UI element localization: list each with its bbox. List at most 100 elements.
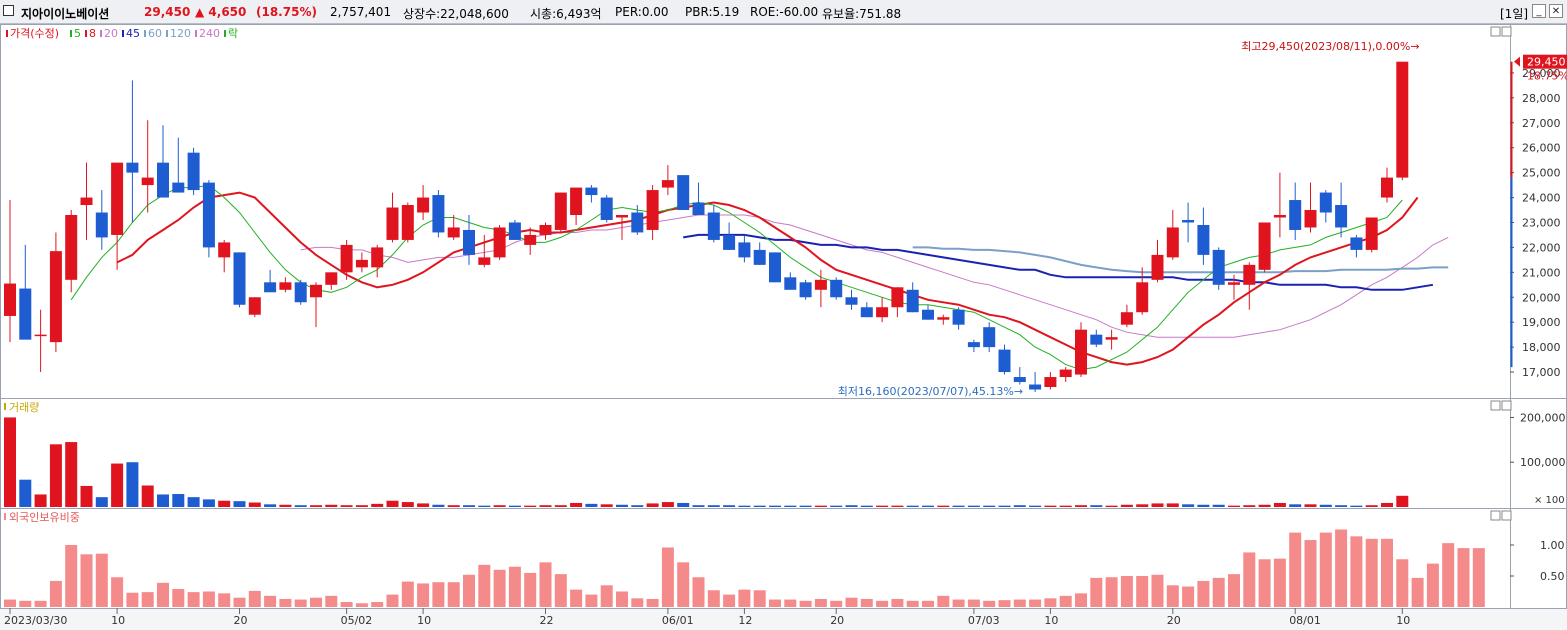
volume-bar [1381,502,1393,507]
foreign-bar [1029,599,1042,607]
candle [692,182,705,215]
x-axis-band [0,608,1567,630]
candle-body [126,162,139,173]
volume-bar [310,505,322,507]
candle-body [891,287,904,308]
select-checkbox[interactable] [3,5,14,16]
current-price-tag [1523,54,1567,69]
candle-body [294,282,307,303]
candle-body [1090,334,1103,345]
candle [493,224,506,260]
panel-maximize-3[interactable] [1501,510,1512,521]
candle-body [967,342,980,348]
volume-bar [1151,503,1164,507]
minimize-button[interactable]: _ [1532,4,1546,18]
foreign-bar [738,589,751,607]
stock-chart[interactable]: 29,000 28,000 27,000 26,000 25,000 24,000 23,0… [0,24,1567,630]
volume-bar [95,497,108,507]
candle-body [141,177,154,186]
volume-bar [325,504,338,507]
volume-bar [386,500,399,507]
legend-marker [144,30,146,37]
pbr-value: PBR:5.19 [685,5,740,19]
foreign-bar [799,600,812,607]
panel-maximize-1[interactable] [1501,26,1512,37]
volume-bar [539,505,552,507]
candle-body [1396,61,1409,178]
candle-body [1059,369,1072,378]
volume-bar [1029,505,1042,507]
close-button[interactable]: ✕ [1549,4,1563,18]
candle [401,202,414,243]
candle-body [172,182,185,193]
candle-body [1381,177,1393,198]
candle-body [952,309,965,325]
candle-body [692,202,705,215]
roe-value: ROE:-60.00 [750,5,819,19]
candle [1090,329,1103,348]
candle [983,322,996,353]
candle [1212,247,1225,290]
candle-body [799,282,812,298]
foreign-bar [554,574,567,607]
panel-border-2 [0,398,1567,509]
candle-body [784,277,797,290]
foreign-bar [1075,593,1087,607]
candle [1289,182,1302,240]
candle-body [570,187,583,215]
foreign-bar [723,594,736,607]
panel-minimize-2[interactable] [1490,400,1501,411]
x-tick-label: 06/01 [662,614,694,627]
volume-bar [1212,504,1225,507]
panel-maximize-2[interactable] [1501,400,1512,411]
candle [417,185,430,220]
candle [1304,182,1317,233]
ma20-line [300,214,1449,338]
x-tick-label: 10 [1396,614,1410,627]
high-annotation: 최고29,450(2023/08/11),0.00%→ [1241,40,1419,53]
foreign-bar [860,598,873,607]
foreign-bar [784,599,797,607]
candle [1166,210,1179,260]
candle [1105,329,1118,350]
foreign-bar [906,600,919,607]
panel-minimize-1[interactable] [1490,26,1501,37]
candle [386,192,399,243]
foreign-bar [1304,540,1317,607]
x-tick-label: 05/02 [341,614,373,627]
volume-bar [1166,503,1179,507]
candle-body [600,197,613,220]
volume-bar [753,505,766,507]
candle-body [233,252,246,305]
candle [738,234,751,263]
panel-minimize-3[interactable] [1490,510,1501,521]
volume-bar [1228,505,1240,507]
legend-item: 5 [74,27,81,40]
foreign-legend: 외국인보유비중 [9,511,80,524]
foreign-bar [600,585,613,607]
period-selector[interactable]: [1일] [1500,7,1529,21]
foreign-bar [830,600,843,607]
foreign-bar [202,591,215,607]
volume-bar [371,503,384,507]
candle-body [80,197,93,206]
volume-bar [1197,504,1210,507]
candle [126,80,139,223]
candle [769,252,781,283]
candle-body [264,282,277,293]
candle [508,219,521,240]
volume-bar [233,501,246,507]
volume-bar [967,505,980,507]
candle [784,272,797,290]
candle [1381,167,1393,203]
volume-bar [478,505,491,507]
price-tick-label: 21,000 [1522,266,1561,279]
candle-body [983,327,996,348]
candle-body [508,222,521,240]
current-price-arrow [1514,56,1520,67]
candle-body [1304,210,1317,228]
volume-bar [355,505,368,507]
foreign-bar [983,600,996,607]
foreign-bar [967,599,980,607]
foreign-bar [616,591,628,607]
